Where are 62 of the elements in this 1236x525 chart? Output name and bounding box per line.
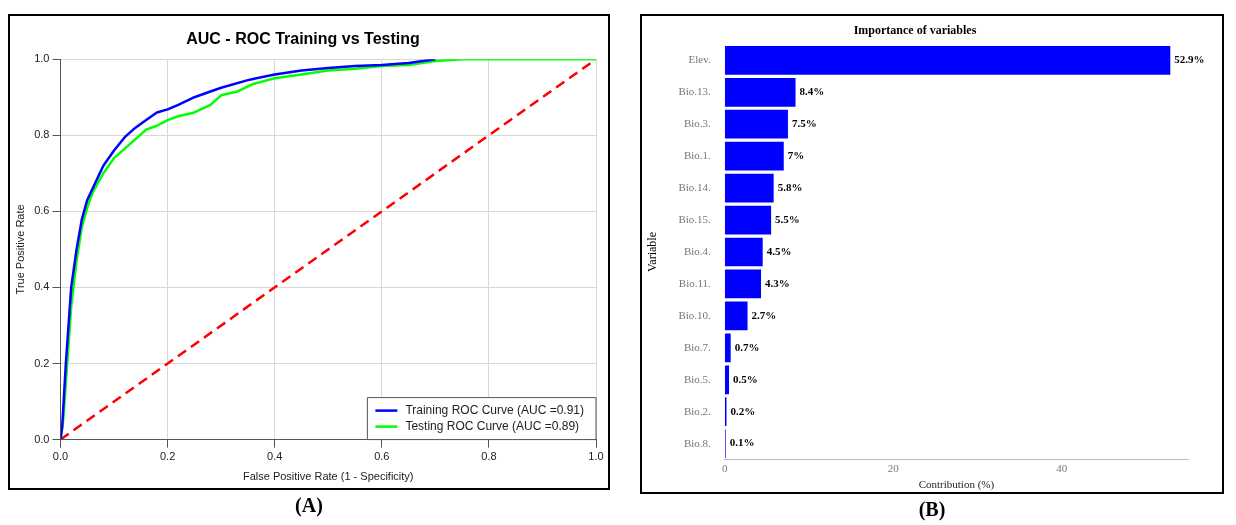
- y-tick-label: Bio.10.: [678, 308, 712, 321]
- y-tick-label: Elev.: [688, 53, 712, 66]
- data-label: 4.5%: [766, 244, 792, 257]
- data-label: 4.3%: [765, 276, 790, 289]
- bar: [724, 269, 762, 299]
- y-tick-label: 0.2: [34, 356, 50, 369]
- y-tick-label: 0.6: [34, 204, 50, 217]
- data-label: 5.5%: [775, 212, 800, 225]
- y-tick-label: Bio.15.: [678, 212, 712, 225]
- y-tick-label: 0.4: [34, 280, 50, 293]
- bar: [724, 77, 796, 107]
- bar: [724, 333, 731, 363]
- x-axis-title: Contribution (%): [918, 478, 995, 492]
- y-tick-label: Bio.13.: [678, 85, 712, 98]
- x-axis-title: False Positive Rate (1 - Specificity): [242, 470, 414, 483]
- bar: [724, 365, 729, 395]
- text: (B): [918, 498, 946, 521]
- x-tick-label: 0.6: [374, 450, 390, 463]
- data-label: 0.7%: [734, 340, 760, 353]
- bar: [724, 141, 784, 171]
- text: (A): [295, 494, 323, 517]
- x-tick-label: 0: [722, 462, 729, 475]
- chart-title: Importance of variables: [853, 23, 977, 38]
- bar: [724, 237, 763, 267]
- legend-label: Testing ROC Curve (AUC =0.89): [405, 418, 580, 433]
- bar: [724, 109, 788, 139]
- bar: [724, 205, 772, 235]
- data-label: 0.1%: [729, 436, 755, 449]
- bar: [724, 301, 748, 331]
- bar: [724, 173, 774, 203]
- data-label: 8.4%: [799, 85, 825, 98]
- y-tick-label: Bio.2.: [683, 404, 712, 417]
- x-tick-label: 0.4: [267, 450, 283, 463]
- data-label: 7.5%: [791, 117, 817, 130]
- x-tick-label: 0.0: [52, 450, 69, 463]
- y-tick-label: 0.0: [34, 432, 50, 445]
- data-label: 5.8%: [777, 180, 803, 193]
- y-tick-label: Bio.14.: [678, 181, 712, 194]
- y-axis-title: Variable: [645, 232, 660, 272]
- x-tick-label: 0.8: [481, 450, 497, 463]
- data-label: 0.2%: [730, 404, 756, 417]
- legend-label: Training ROC Curve (AUC =0.91): [405, 402, 585, 417]
- data-label: 0.5%: [733, 372, 758, 385]
- y-tick-label: 0.8: [34, 128, 50, 141]
- data-label: 7%: [787, 149, 805, 162]
- y-tick-label: Bio.5.: [683, 372, 712, 385]
- x-tick-label: 40: [1056, 462, 1068, 475]
- chart-title: AUC - ROC Training vs Testing: [186, 30, 420, 48]
- y-tick-label: Bio.7.: [683, 340, 712, 353]
- data-label: 52.9%: [1174, 53, 1205, 66]
- y-axis-title: True Positive Rate: [13, 204, 26, 295]
- y-tick-label: Bio.3.: [683, 117, 712, 130]
- data-label: 2.7%: [751, 308, 777, 321]
- x-tick-label: 1.0: [588, 450, 604, 463]
- x-tick-label: 0.2: [159, 450, 176, 463]
- x-tick-label: 20: [887, 462, 900, 475]
- y-tick-label: Bio.4.: [683, 244, 712, 257]
- y-tick-label: 1.0: [34, 52, 50, 65]
- y-tick-label: Bio.8.: [683, 436, 712, 449]
- y-tick-label: Bio.1.: [683, 149, 712, 162]
- bar: [724, 46, 1171, 75]
- y-tick-label: Bio.11.: [678, 276, 712, 289]
